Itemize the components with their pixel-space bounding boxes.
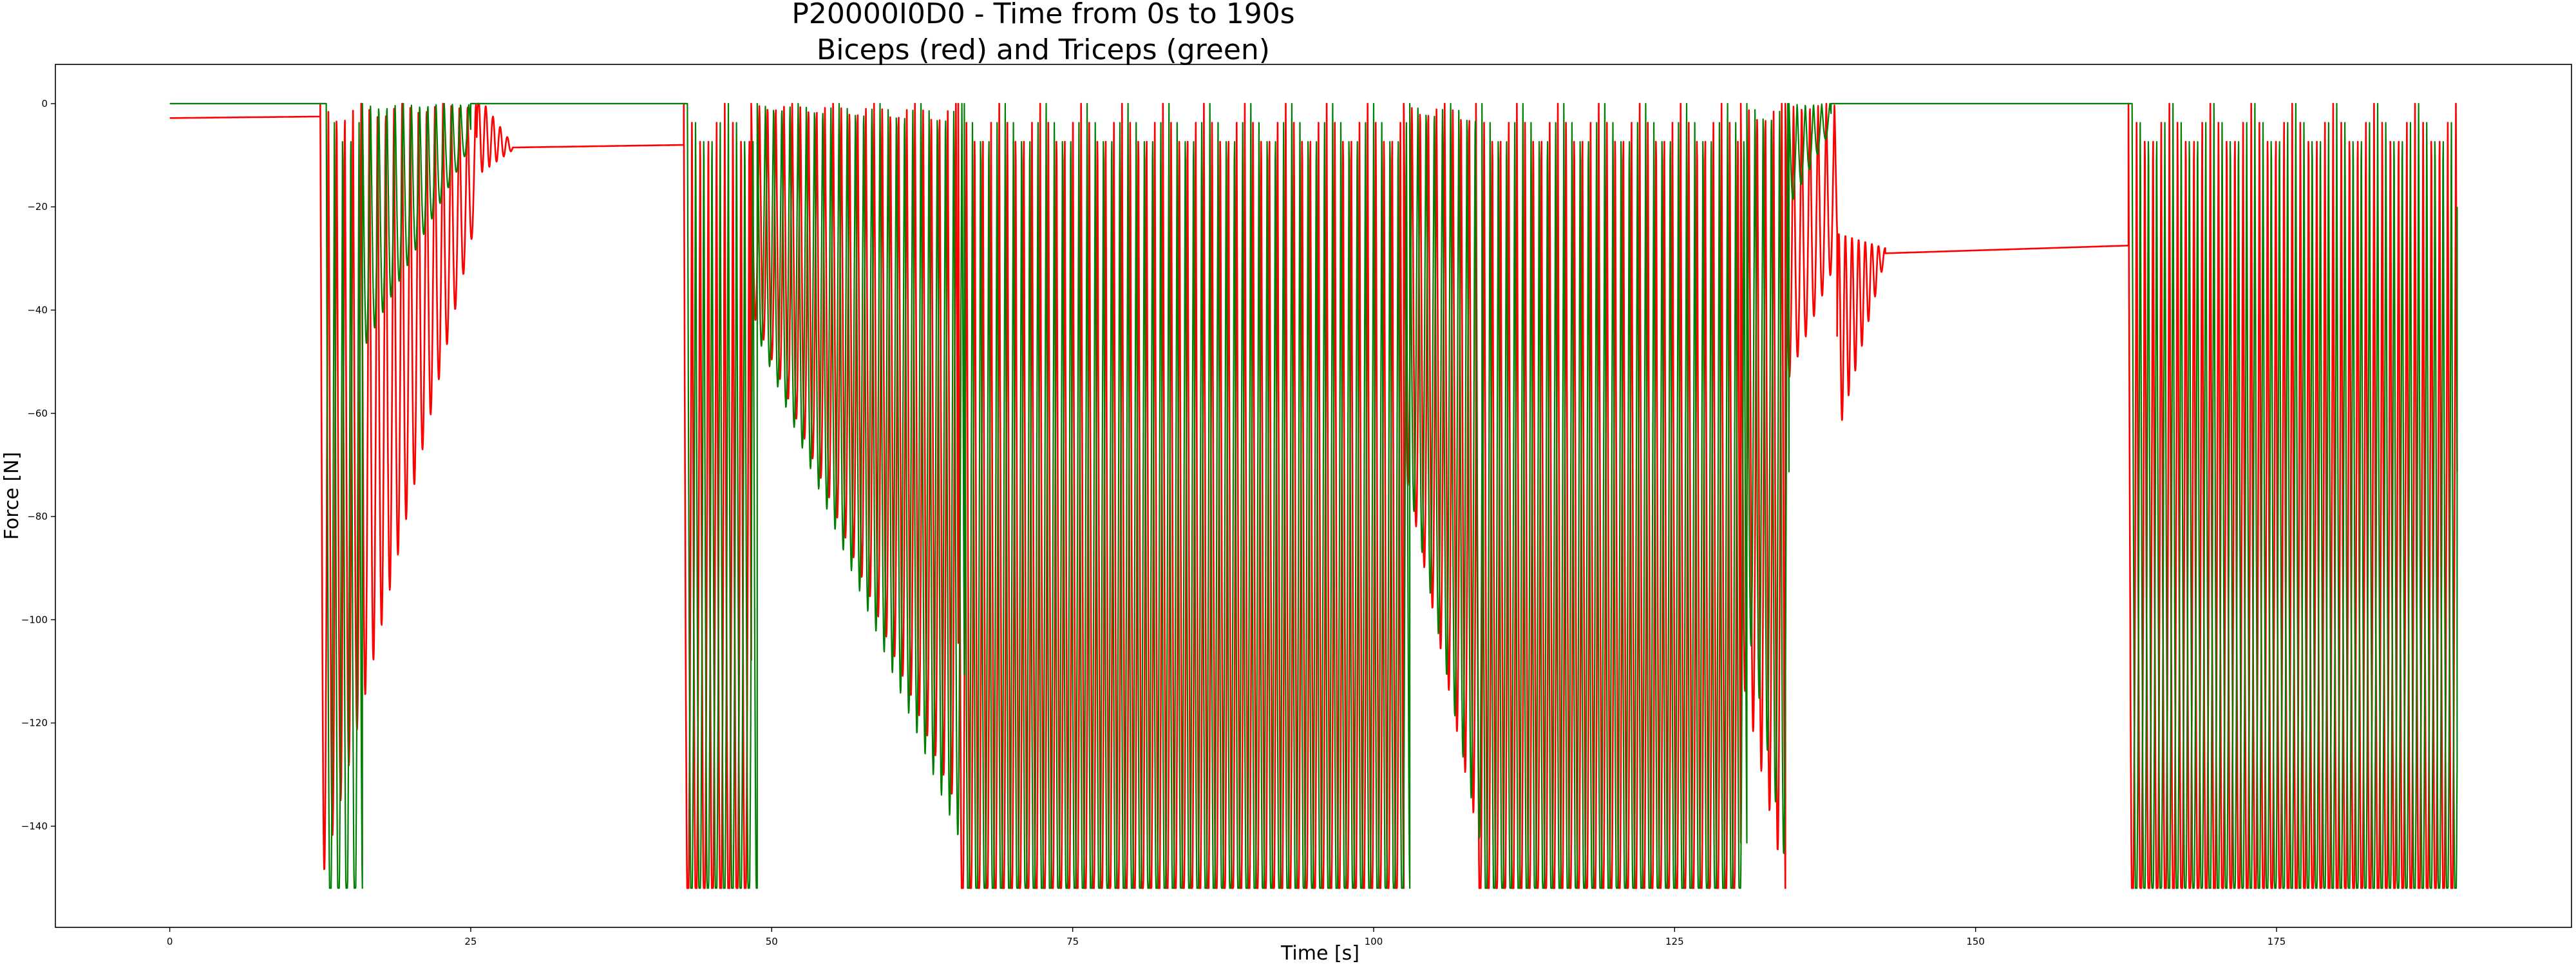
series-line-triceps <box>169 102 2458 889</box>
y-tick-label: −140 <box>21 820 48 832</box>
y-tick-label: −80 <box>27 511 48 522</box>
y-axis-label: Force [N] <box>1 452 23 540</box>
y-axis-ticks: 0 −20 −40 −60 −80 −100 −120 −140 <box>21 98 55 832</box>
y-tick-label: −100 <box>21 614 48 625</box>
series-line-biceps <box>169 102 2458 889</box>
x-tick-label: 50 <box>766 936 778 947</box>
x-axis-label: Time [s] <box>1280 942 1359 965</box>
x-tick-label: 100 <box>1365 936 1383 947</box>
x-tick-label: 125 <box>1665 936 1684 947</box>
series-layer <box>169 102 2458 889</box>
x-tick-label: 75 <box>1066 936 1079 947</box>
y-tick-label: −20 <box>27 201 48 213</box>
y-tick-label: −40 <box>27 304 48 316</box>
x-tick-label: 25 <box>464 936 477 947</box>
x-tick-label: 175 <box>2268 936 2286 947</box>
y-tick-label: −120 <box>21 717 48 729</box>
x-tick-label: 150 <box>1966 936 1985 947</box>
axes-frame <box>55 64 2572 928</box>
chart-title: P20000I0D0 - Time from 0s to 190s <box>791 0 1294 30</box>
y-tick-label: 0 <box>41 98 48 109</box>
plot-area: 0 25 50 75 100 125 150 175 0 −20 −40 −60 −80 −100 −12… <box>21 64 2572 947</box>
x-axis-ticks: 0 25 50 75 100 125 150 175 <box>167 927 2286 947</box>
chart-subtitle: Biceps (red) and Triceps (green) <box>817 33 1270 66</box>
x-tick-label: 0 <box>167 936 173 947</box>
y-tick-label: −60 <box>27 408 48 419</box>
